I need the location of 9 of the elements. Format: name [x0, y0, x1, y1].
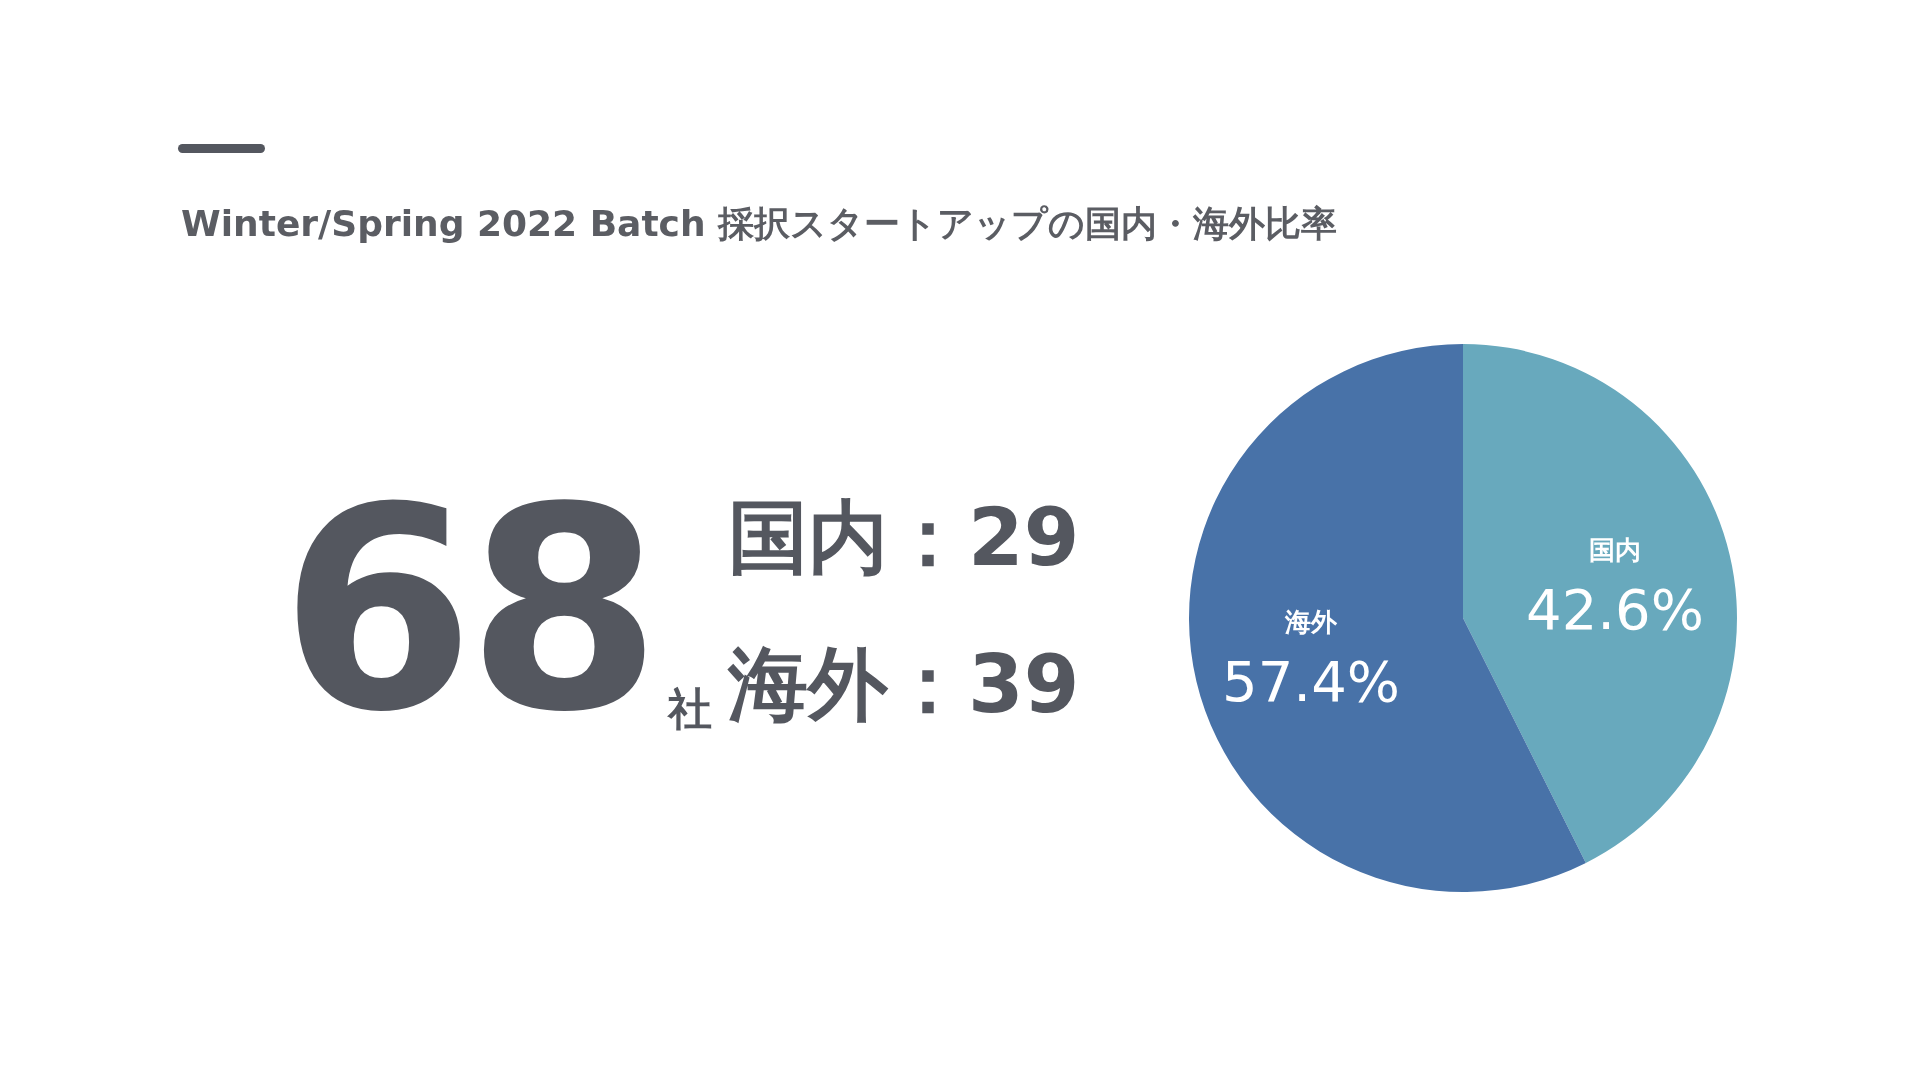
text: 社	[668, 682, 712, 736]
data-label: 42.6%	[1526, 576, 1704, 642]
text: 海外：39	[728, 638, 1080, 731]
text: Winter/Spring 2022 Batch 採択スタートアップの国内・海外比率	[181, 202, 1338, 246]
slice-label: 国内	[1588, 534, 1641, 565]
text: 68	[280, 447, 654, 773]
data-label: 57.4%	[1222, 648, 1400, 714]
text: 国内：29	[728, 491, 1080, 584]
slice-label: 海外	[1284, 606, 1339, 637]
